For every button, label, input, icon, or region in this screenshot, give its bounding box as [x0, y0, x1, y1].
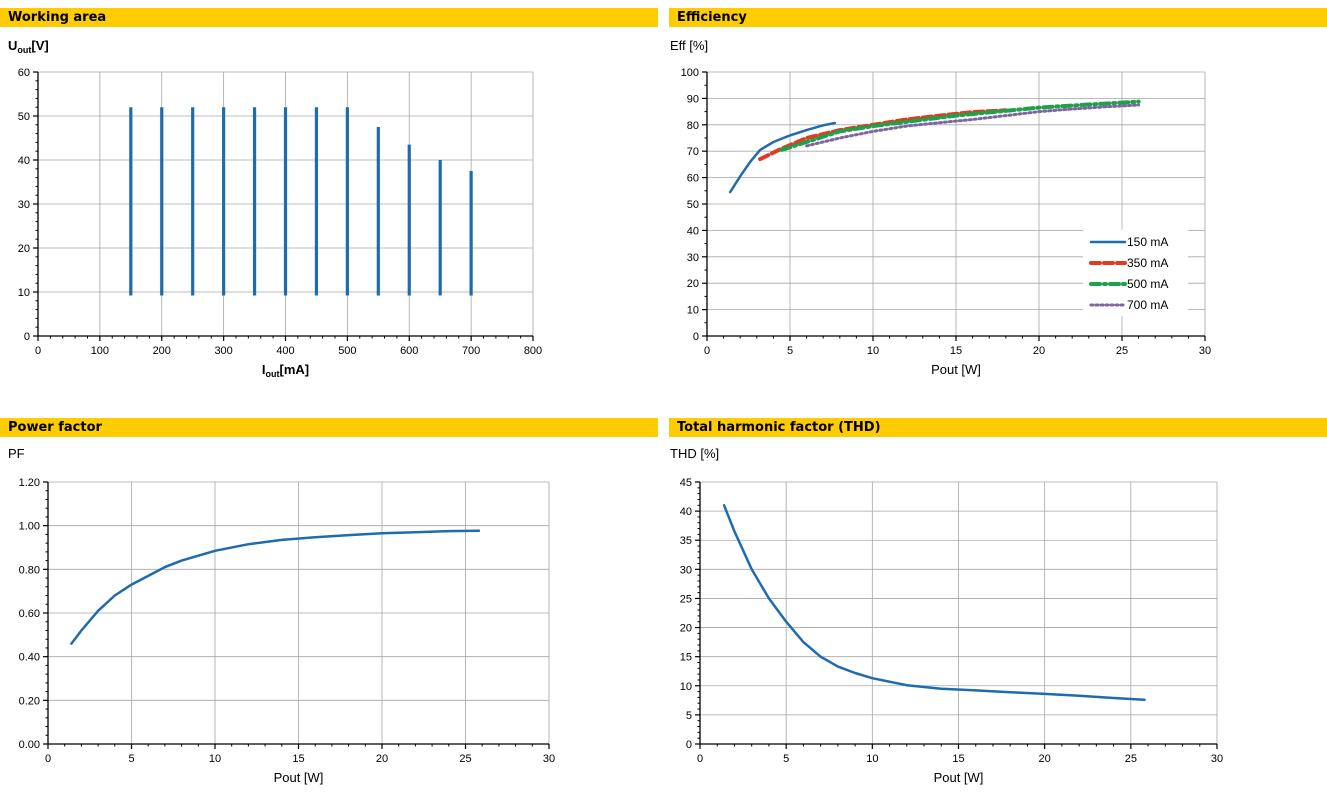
x-tick-label: 500	[338, 345, 356, 357]
y-tick-label: 10	[680, 681, 692, 693]
series-line	[758, 108, 1008, 162]
header-thd: Total harmonic factor (THD)	[669, 418, 1327, 437]
x-tick-label: 300	[214, 345, 232, 357]
x-tick-label: 10	[866, 753, 878, 765]
y-tick-label: 0.40	[19, 652, 40, 664]
y-tick-label: 40	[680, 506, 692, 518]
y-tick-label: 5	[686, 710, 692, 722]
series-line	[70, 529, 481, 645]
x-axis-label: Pout [W]	[274, 770, 324, 785]
y-tick-label: 35	[680, 535, 692, 547]
y-tick-label: 30	[687, 252, 699, 264]
y-tick-label: 1.20	[19, 477, 40, 489]
y-tick-label: 10	[18, 287, 30, 299]
x-tick-label: 5	[128, 753, 134, 765]
x-tick-label: 30	[1211, 753, 1223, 765]
y-tick-label: 0.60	[19, 608, 40, 620]
y-tick-label: 1.00	[19, 521, 40, 533]
x-tick-label: 25	[459, 753, 471, 765]
header-working-area: Working area	[0, 8, 658, 27]
efficiency-chart: 0 5 10 15 20 25 30 0 10 20 30 40 50 60 70 80 90 100 150 mA…	[670, 38, 1211, 377]
x-tick-label: 15	[950, 345, 962, 357]
y-tick-label: 80	[687, 120, 699, 132]
y-tick-label: 45	[680, 477, 692, 489]
x-tick-label: 25	[1116, 345, 1128, 357]
y-tick-label: 40	[687, 225, 699, 237]
legend-box	[1083, 230, 1188, 316]
x-tick-label: 5	[787, 345, 793, 357]
x-tick-label: 10	[867, 345, 879, 357]
y-tick-label: 15	[680, 652, 692, 664]
x-tick-label: 30	[543, 753, 555, 765]
y-tick-label: 50	[18, 111, 30, 123]
y-tick-label: 30	[18, 199, 30, 211]
x-tick-label: 0	[697, 753, 703, 765]
x-tick-label: 800	[524, 345, 542, 357]
y-tick-label: 90	[687, 93, 699, 105]
thd-chart: 0 5 10 15 20 25 30 0 5 10 15 20 25 30 35 40 45 THD [%] Pou…	[670, 446, 1223, 785]
y-tick-label: 0.00	[19, 739, 40, 751]
y-axis-label: Eff [%]	[670, 38, 708, 53]
y-tick-label: 0	[24, 331, 30, 343]
y-tick-label: 60	[18, 67, 30, 79]
x-tick-label: 20	[1039, 753, 1051, 765]
y-tick-label: 20	[687, 278, 699, 290]
x-tick-label: 0	[35, 345, 41, 357]
x-tick-label: 0	[704, 345, 710, 357]
x-tick-label: 20	[1033, 345, 1045, 357]
legend-label: 500 mA	[1127, 277, 1168, 291]
x-tick-label: 30	[1199, 345, 1211, 357]
x-axis-label: Pout [W]	[934, 770, 984, 785]
x-tick-label: 400	[276, 345, 294, 357]
y-tick-label: 10	[687, 305, 699, 317]
y-tick-label: 0.80	[19, 564, 40, 576]
x-axis-label: Pout [W]	[931, 362, 981, 377]
y-axis-label: Uout[V]	[8, 38, 49, 55]
y-tick-label: 20	[18, 243, 30, 255]
x-tick-label: 100	[91, 345, 109, 357]
series-line	[722, 504, 1146, 702]
y-tick-label: 50	[687, 199, 699, 211]
x-tick-label: 600	[400, 345, 418, 357]
header-power-factor: Power factor	[0, 418, 658, 437]
series-line	[779, 99, 1141, 152]
x-tick-label: 700	[462, 345, 480, 357]
y-tick-label: 20	[680, 623, 692, 635]
y-tick-label: 0	[686, 739, 692, 751]
y-axis-label: PF	[8, 446, 25, 461]
series-line	[805, 103, 1141, 148]
y-tick-label: 0	[693, 331, 699, 343]
x-tick-label: 5	[783, 753, 789, 765]
y-tick-label: 100	[681, 67, 699, 79]
working-area-chart: 0 100 200 300 400 500 600 700 800 0 10 20 30 40 50 60 Uo…	[8, 38, 542, 379]
y-tick-label: 70	[687, 146, 699, 158]
legend-label: 350 mA	[1127, 256, 1168, 270]
x-tick-label: 10	[209, 753, 221, 765]
y-tick-label: 30	[680, 564, 692, 576]
power-factor-chart: 0 5 10 15 20 25 30 0.00 0.20 0.40 0.60 0.80 1.00 1.20…	[8, 446, 555, 785]
series-line	[728, 121, 837, 194]
x-tick-label: 15	[952, 753, 964, 765]
y-tick-label: 25	[680, 593, 692, 605]
x-tick-label: 200	[153, 345, 171, 357]
y-tick-label: 40	[18, 155, 30, 167]
x-tick-label: 0	[45, 753, 51, 765]
y-tick-label: 0.20	[19, 695, 40, 707]
x-axis-label: Iout[mA]	[262, 362, 309, 379]
header-efficiency: Efficiency	[669, 8, 1327, 27]
y-tick-label: 60	[687, 173, 699, 185]
legend-label: 150 mA	[1127, 235, 1168, 249]
legend-label: 700 mA	[1127, 298, 1168, 312]
x-tick-label: 25	[1125, 753, 1137, 765]
y-axis-label: THD [%]	[670, 446, 719, 461]
x-tick-label: 20	[376, 753, 388, 765]
x-tick-label: 15	[292, 753, 304, 765]
